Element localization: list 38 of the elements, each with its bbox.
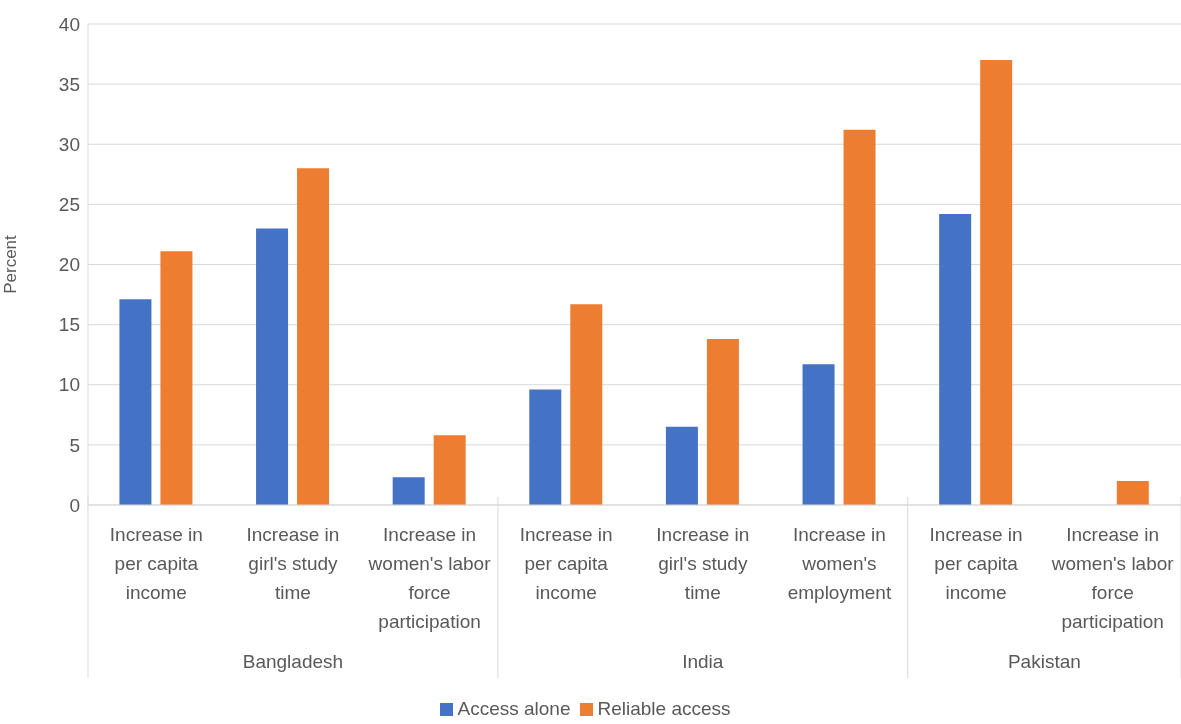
x-tick-label: Increase in per capita income bbox=[519, 524, 613, 603]
x-tick-label: Increase in per capita income bbox=[929, 524, 1023, 603]
y-tick-label: 20 bbox=[58, 254, 80, 276]
bar bbox=[939, 214, 972, 505]
y-tick-label: 5 bbox=[69, 434, 80, 456]
y-tick-label: 10 bbox=[58, 374, 80, 396]
x-tick-label: Increase in women's employment bbox=[787, 524, 892, 603]
x-tick-label: Increase in girl's study time bbox=[656, 524, 750, 603]
y-tick-label: 15 bbox=[58, 314, 80, 336]
legend-label: Access alone bbox=[457, 698, 571, 719]
bar bbox=[433, 435, 466, 505]
x-tick-label: Increase in girl's study time bbox=[246, 524, 340, 603]
bar bbox=[119, 299, 152, 505]
y-axis-title: Percent bbox=[1, 234, 21, 294]
text: Bangladesh bbox=[242, 651, 344, 672]
bar bbox=[802, 364, 835, 505]
y-tick-label: 40 bbox=[58, 13, 80, 35]
text: India bbox=[682, 651, 724, 672]
bar bbox=[160, 251, 193, 505]
y-tick-label: 25 bbox=[58, 194, 80, 216]
x-tick-label: Increase in women's labor force participation bbox=[367, 524, 492, 632]
bar bbox=[392, 477, 425, 505]
bar bbox=[706, 339, 739, 505]
text: Pakistan bbox=[1007, 651, 1081, 672]
legend-label: Reliable access bbox=[597, 698, 731, 719]
y-tick-label: 0 bbox=[69, 494, 80, 516]
bar bbox=[570, 304, 603, 505]
bar bbox=[1116, 480, 1149, 505]
x-tick-label: Increase in per capita income bbox=[109, 524, 203, 603]
bar bbox=[256, 228, 289, 505]
bar bbox=[297, 168, 330, 505]
bar bbox=[529, 389, 562, 505]
y-tick-label: 30 bbox=[58, 133, 80, 155]
bar bbox=[665, 426, 698, 505]
x-tick-label: Increase in women's labor force participation bbox=[1050, 524, 1175, 632]
bar bbox=[843, 129, 876, 505]
bar bbox=[980, 60, 1013, 505]
y-tick-label: 35 bbox=[58, 73, 80, 95]
